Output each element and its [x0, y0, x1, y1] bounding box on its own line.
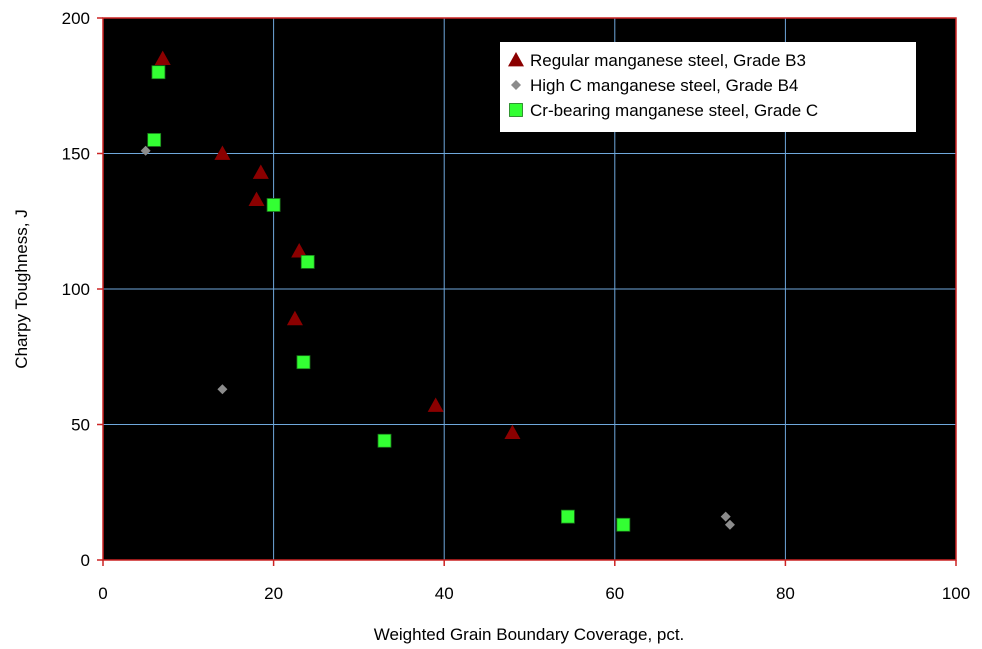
data-point-triangle — [504, 424, 521, 440]
x-tick-label: 100 — [942, 584, 970, 603]
x-tick-label: 20 — [264, 584, 283, 603]
y-tick-label: 0 — [81, 551, 90, 570]
data-point-triangle — [248, 191, 265, 206]
data-point-square — [266, 198, 281, 212]
x-axis-title: Weighted Grain Boundary Coverage, pct. — [374, 625, 685, 644]
data-point-square — [151, 65, 166, 80]
series-3 — [147, 65, 631, 532]
data-point-square — [560, 509, 575, 524]
data-point-diamond — [140, 145, 151, 156]
series-2 — [140, 145, 735, 530]
y-tick-label: 100 — [62, 280, 90, 299]
data-point-square — [616, 517, 631, 532]
legend-label: Regular manganese steel, Grade B3 — [530, 51, 806, 70]
data-point-square — [377, 433, 392, 448]
x-tick-label: 80 — [776, 584, 795, 603]
data-point-triangle — [252, 164, 269, 179]
data-point-square — [296, 355, 311, 370]
x-tick-label: 60 — [605, 584, 624, 603]
legend-label: High C manganese steel, Grade B4 — [530, 76, 798, 95]
legend-marker-triangle — [508, 52, 524, 67]
legend-box — [500, 42, 916, 132]
data-point-diamond — [217, 384, 228, 395]
legend-marker-square — [509, 103, 523, 117]
axes — [97, 17, 957, 566]
data-point-triangle — [214, 145, 231, 160]
series-1 — [154, 50, 521, 440]
data-point-square — [147, 133, 162, 147]
tick-labels: 0 20 40 60 80 100 0 50 100 150 200 — [62, 9, 971, 603]
data-point-square — [300, 254, 315, 269]
x-tick-label: 0 — [98, 584, 107, 603]
data-point-diamond — [724, 519, 735, 530]
x-tick-label: 40 — [435, 584, 454, 603]
legend: Regular manganese steel, Grade B3 High C … — [500, 42, 916, 132]
data-points — [140, 50, 735, 532]
y-axis-title: Charpy Toughness, J — [12, 209, 31, 368]
data-point-triangle — [427, 397, 444, 412]
y-tick-label: 200 — [62, 9, 90, 28]
legend-label: Cr-bearing manganese steel, Grade C — [530, 101, 818, 120]
y-tick-label: 50 — [71, 416, 90, 435]
data-point-triangle — [154, 50, 171, 66]
y-tick-label: 150 — [62, 145, 90, 164]
data-point-diamond — [720, 511, 731, 522]
data-point-triangle — [286, 310, 303, 326]
data-point-triangle — [291, 243, 308, 258]
legend-marker-diamond — [511, 80, 521, 90]
